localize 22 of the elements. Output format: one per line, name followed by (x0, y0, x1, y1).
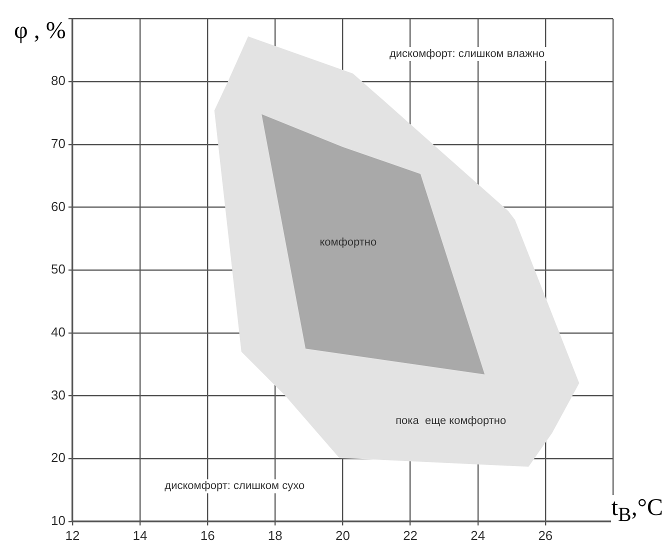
x-tick-label: 22 (403, 528, 418, 543)
annotation: комфортно (320, 236, 377, 248)
annotation: дискомфорт: слишком влажно (389, 48, 545, 60)
y-tick-label: 10 (50, 512, 66, 528)
x-tick-label: 12 (65, 528, 80, 543)
x-tick-label: 16 (200, 528, 215, 543)
y-tick-label: 30 (50, 387, 66, 402)
y-tick-label: 70 (50, 136, 66, 152)
x-tick-label: 24 (470, 528, 486, 543)
x-tick-label: 20 (335, 528, 350, 543)
y-tick-label: 80 (50, 73, 66, 88)
y-tick-label: 20 (50, 450, 66, 466)
annotation: дискомфорт: слишком сухо (164, 480, 305, 492)
x-axis-title: t$_{В}$,°C (611, 495, 663, 527)
x-tick-label: 18 (268, 528, 282, 543)
y-tick-label: 40 (50, 324, 66, 340)
y-tick-label: 60 (50, 198, 66, 214)
x-tick-label: 14 (132, 528, 148, 543)
x-tick-label: 26 (538, 528, 553, 543)
y-axis-title: φ , % (14, 18, 66, 45)
annotation: пока еще комфортно (396, 414, 506, 427)
y-tick-label: 50 (50, 262, 66, 277)
